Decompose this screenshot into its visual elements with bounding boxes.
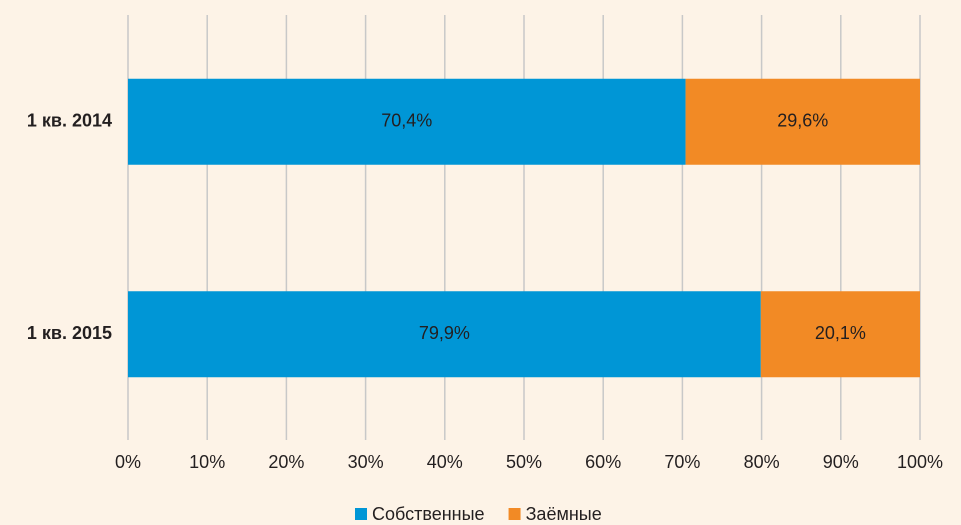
x-tick-label: 40% — [427, 452, 463, 472]
bar-segment — [128, 291, 761, 378]
legend-swatch — [355, 508, 367, 520]
x-tick-label: 10% — [189, 452, 225, 472]
x-tick-label: 60% — [585, 452, 621, 472]
x-tick-label: 0% — [115, 452, 141, 472]
value-label: 29,6% — [777, 111, 828, 131]
x-tick-label: 30% — [348, 452, 384, 472]
value-label: 79,9% — [419, 323, 470, 343]
x-tick-label: 20% — [268, 452, 304, 472]
legend-label: Заёмные — [526, 504, 602, 524]
x-tick-label: 80% — [744, 452, 780, 472]
x-tick-label: 100% — [897, 452, 943, 472]
y-tick-label: 1 кв. 2014 — [27, 111, 112, 131]
y-tick-label: 1 кв. 2015 — [27, 323, 112, 343]
bar-segment — [685, 78, 920, 165]
value-label: 20,1% — [815, 323, 866, 343]
x-tick-label: 90% — [823, 452, 859, 472]
bar-segment — [128, 78, 686, 165]
bar-segment — [760, 291, 920, 378]
x-tick-label: 70% — [664, 452, 700, 472]
x-tick-label: 50% — [506, 452, 542, 472]
legend-label: Собственные — [372, 504, 485, 524]
value-label: 70,4% — [381, 111, 432, 131]
legend-swatch — [508, 508, 521, 520]
